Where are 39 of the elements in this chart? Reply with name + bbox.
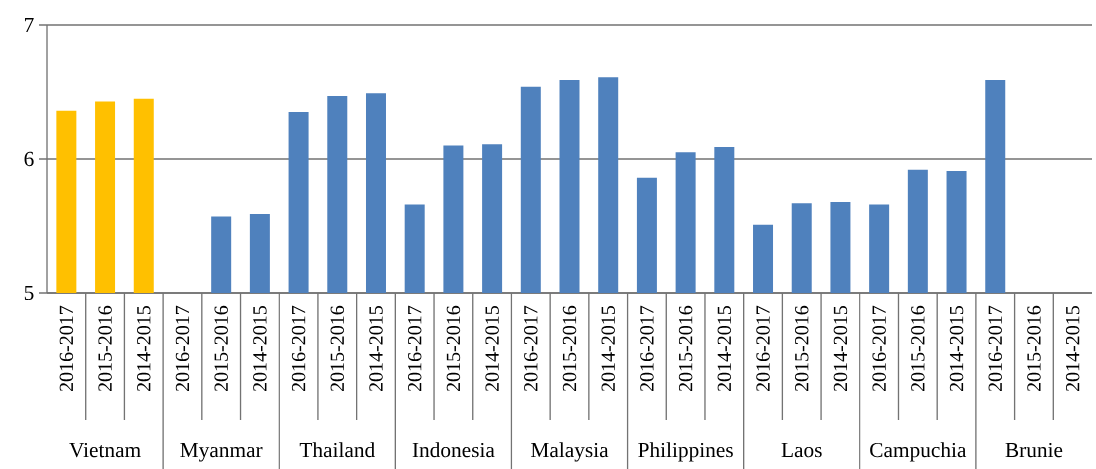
x-tick-label: 2016-2017 (524, 305, 538, 392)
x-tick-label: 2015-2016 (794, 305, 809, 392)
x-tick-label: 2016-2017 (175, 305, 190, 392)
text: Malaysia (531, 442, 609, 462)
x-tick-label: 2014-2015 (1065, 306, 1080, 392)
x-tick-label: 2014-2015 (137, 306, 151, 392)
text: Laos (781, 443, 822, 458)
y-tick-label: 5 (24, 285, 34, 301)
x-tick-label: 2015-2016 (446, 305, 461, 392)
x-tick-label: 2016-2017 (291, 305, 306, 392)
x-tick-label: 2015-2016 (1027, 305, 1041, 392)
x-tick-label: 2015-2016 (911, 305, 925, 392)
x-tick-label: 2015-2016 (214, 305, 228, 392)
x-tick-label: 2014-2015 (833, 306, 848, 392)
x-tick-label: 2014-2015 (369, 306, 383, 392)
x-tick-label: 2016-2017 (59, 305, 74, 392)
x-tick-label: 2016-2017 (640, 305, 654, 392)
text: Brunie (1005, 442, 1063, 458)
text: Indonesia (412, 442, 495, 458)
text: Thailand (299, 442, 375, 458)
x-tick-label: 2014-2015 (253, 306, 267, 392)
x-tick-label: 2016-2017 (872, 305, 886, 392)
text: Vietnam (69, 442, 141, 458)
x-tick-label: 2016-2017 (407, 305, 422, 392)
text: Campuchia (870, 442, 967, 462)
x-tick-label: 2015-2016 (98, 305, 112, 392)
text: Myanmar (180, 443, 263, 462)
x-tick-label: 2014-2015 (949, 306, 964, 392)
x-tick-label: 2015-2016 (678, 305, 693, 392)
y-tick-label: 6 (24, 151, 34, 167)
x-tick-label: 2015-2016 (562, 305, 577, 392)
x-tick-label: 2016-2017 (988, 305, 1002, 392)
x-tick-label: 2016-2017 (756, 305, 770, 392)
x-tick-label: 2014-2015 (485, 306, 499, 392)
x-tick-label: 2014-2015 (601, 306, 615, 392)
text: Philippines (638, 442, 733, 462)
y-tick-label: 7 (25, 18, 34, 32)
x-tick-label: 2014-2015 (717, 306, 732, 392)
x-tick-label: 2015-2016 (330, 305, 345, 392)
